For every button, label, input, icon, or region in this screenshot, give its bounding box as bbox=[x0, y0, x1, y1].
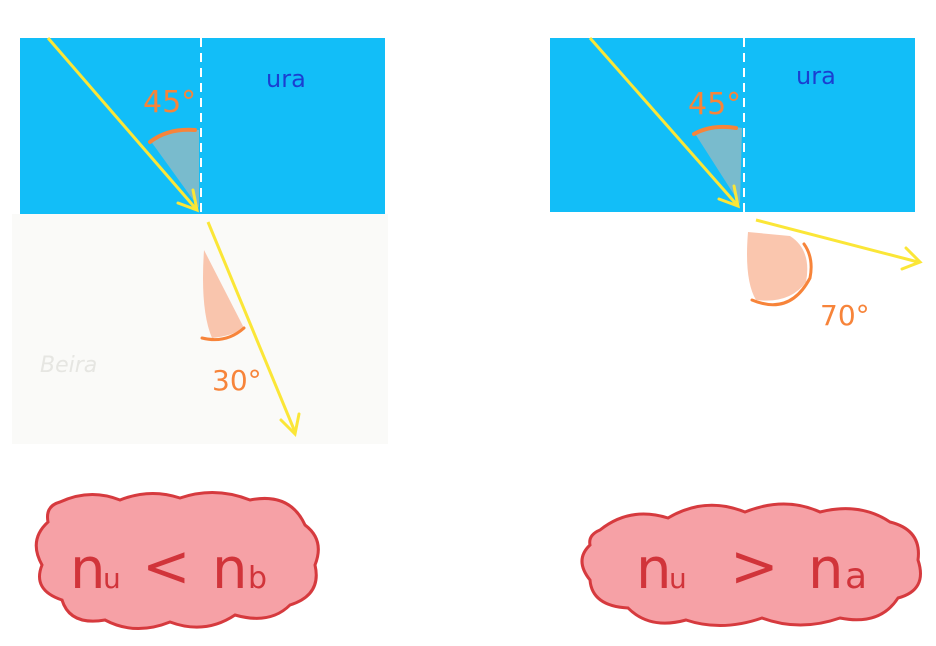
left-refracted-angle-arc bbox=[200, 326, 246, 342]
left-formula-operator: < bbox=[142, 532, 191, 600]
right-panel: ura 45° 70° n u > n a bbox=[550, 37, 923, 628]
right-refracted-angle-label: 70° bbox=[820, 299, 870, 332]
left-refracted-ray-arrowhead bbox=[279, 412, 301, 438]
left-formula-rhs-sub: b bbox=[248, 561, 267, 596]
right-formula-lhs-sub: u bbox=[669, 562, 687, 595]
right-refracted-ray bbox=[755, 218, 919, 264]
right-water-medium bbox=[550, 38, 915, 212]
left-water-label: ura bbox=[266, 65, 306, 93]
left-incident-ray-arrowhead bbox=[176, 188, 199, 213]
left-refracted-angle-label: 30° bbox=[212, 364, 262, 397]
right-refracted-ray-arrowhead bbox=[900, 246, 923, 271]
left-incident-angle-label: 45° bbox=[143, 85, 196, 120]
left-formula-rhs: n bbox=[212, 537, 248, 602]
right-incident-angle-arc bbox=[692, 124, 738, 136]
right-formula-rhs-sub: a bbox=[845, 556, 867, 597]
left-refracted-ray bbox=[206, 221, 297, 433]
right-water-label: ura bbox=[796, 62, 836, 90]
right-formula-operator: > bbox=[730, 532, 779, 600]
right-incident-angle-label: 45° bbox=[688, 87, 741, 122]
left-formula-lhs: n bbox=[70, 537, 106, 602]
right-refracted-angle-fill bbox=[747, 232, 808, 301]
left-beira-medium bbox=[12, 214, 388, 444]
right-formula-rhs: n bbox=[808, 537, 844, 602]
left-formula-lhs-sub: u bbox=[103, 562, 121, 595]
left-water-medium bbox=[20, 38, 385, 214]
left-panel: Beira ura 45° 30° n u < n b bbox=[12, 37, 388, 631]
right-incident-ray bbox=[588, 37, 740, 207]
right-refracted-angle-arc bbox=[750, 242, 813, 307]
left-beira-label: Beira bbox=[40, 353, 97, 378]
left-incident-angle-fill bbox=[150, 129, 199, 208]
right-formula-lhs: n bbox=[636, 537, 672, 602]
right-incident-ray-arrowhead bbox=[717, 184, 740, 209]
left-conclusion-cloud bbox=[34, 490, 320, 631]
left-incident-angle-arc bbox=[148, 127, 197, 144]
left-refracted-angle-fill bbox=[203, 250, 244, 338]
right-incident-angle-fill bbox=[694, 126, 742, 204]
right-conclusion-cloud bbox=[580, 502, 922, 628]
left-incident-ray bbox=[46, 37, 199, 211]
